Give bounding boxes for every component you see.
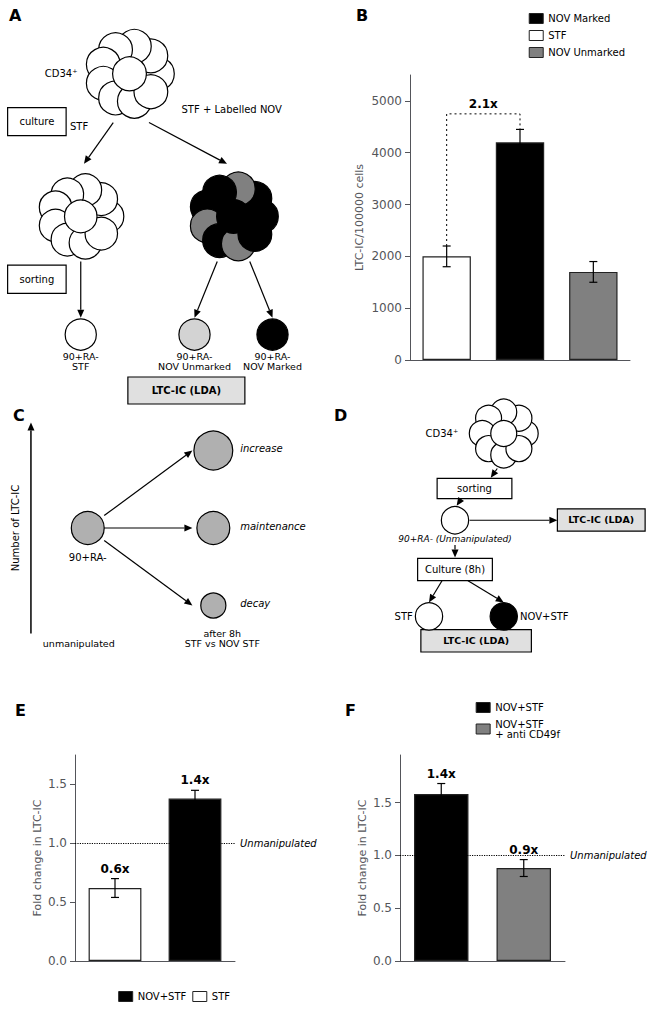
svg-text:NOV+STF: NOV+STF (495, 718, 544, 730)
svg-text:2000: 2000 (371, 249, 402, 263)
svg-text:B: B (356, 6, 368, 25)
svg-text:Unmanipulated: Unmanipulated (240, 838, 317, 849)
svg-text:1.5: 1.5 (373, 796, 392, 810)
svg-text:sorting: sorting (457, 483, 492, 494)
svg-text:1.5: 1.5 (48, 777, 67, 791)
svg-text:F: F (345, 701, 356, 720)
svg-text:STF: STF (548, 30, 566, 41)
svg-text:LTC-IC/100000 cells: LTC-IC/100000 cells (353, 164, 366, 271)
svg-text:sorting: sorting (19, 274, 54, 285)
svg-text:Number of LTC-IC: Number of LTC-IC (10, 485, 21, 571)
svg-text:0.0: 0.0 (373, 954, 392, 968)
svg-text:C: C (13, 406, 25, 425)
svg-text:STF vs NOV STF: STF vs NOV STF (185, 638, 260, 649)
svg-text:NOV+STF: NOV+STF (138, 991, 187, 1002)
svg-text:after 8h: after 8h (203, 628, 242, 640)
svg-text:STF: STF (70, 121, 88, 132)
svg-text:LTC-IC (LDA): LTC-IC (LDA) (568, 514, 634, 525)
svg-text:CD34⁺: CD34⁺ (45, 68, 78, 79)
svg-text:STF: STF (212, 991, 230, 1002)
svg-text:STF: STF (395, 611, 413, 622)
svg-text:unmanipulated: unmanipulated (43, 638, 115, 649)
svg-text:Fold change in LTC-IC: Fold change in LTC-IC (356, 799, 369, 916)
svg-text:LTC-IC (LDA): LTC-IC (LDA) (443, 635, 509, 646)
svg-text:1.4x: 1.4x (427, 767, 456, 781)
svg-text:NOV+STF: NOV+STF (520, 611, 569, 622)
svg-text:90+RA-: 90+RA- (176, 351, 213, 362)
svg-text:Unmanipulated: Unmanipulated (570, 850, 647, 861)
svg-text:1.4x: 1.4x (181, 773, 210, 787)
svg-text:0.6x: 0.6x (101, 862, 130, 876)
svg-text:CD34⁺: CD34⁺ (426, 428, 459, 439)
svg-text:90+RA-: 90+RA- (69, 552, 107, 563)
svg-text:increase: increase (240, 443, 282, 454)
svg-text:4000: 4000 (371, 146, 402, 160)
svg-text:STF + Labelled NOV: STF + Labelled NOV (182, 104, 283, 115)
svg-text:NOV Unmarked: NOV Unmarked (158, 361, 231, 372)
svg-text:NOV Marked: NOV Marked (243, 361, 302, 372)
svg-text:LTC-IC (LDA): LTC-IC (LDA) (152, 385, 221, 396)
svg-text:A: A (9, 6, 22, 25)
svg-text:0: 0 (394, 353, 402, 367)
svg-text:maintenance: maintenance (240, 521, 306, 532)
svg-text:0.0: 0.0 (48, 954, 67, 968)
svg-text:+ anti CD49f: + anti CD49f (495, 729, 560, 740)
svg-text:2.1x: 2.1x (469, 97, 498, 111)
svg-text:90+RA- (Unmanipulated): 90+RA- (Unmanipulated) (398, 534, 512, 544)
svg-text:NOV Unmarked: NOV Unmarked (548, 47, 625, 58)
svg-text:1.0: 1.0 (373, 848, 392, 862)
svg-text:D: D (334, 406, 347, 425)
svg-text:0.9x: 0.9x (509, 843, 538, 857)
svg-text:90+RA-: 90+RA- (62, 351, 99, 362)
svg-text:0.5: 0.5 (373, 901, 392, 915)
svg-text:90+RA-: 90+RA- (254, 351, 291, 362)
svg-text:decay: decay (240, 598, 271, 609)
svg-text:3000: 3000 (371, 198, 402, 212)
svg-text:culture: culture (19, 116, 54, 127)
svg-text:Culture (8h): Culture (8h) (425, 564, 485, 575)
svg-text:STF: STF (72, 361, 89, 372)
svg-text:1.0: 1.0 (48, 836, 67, 850)
svg-text:Fold change in LTC-IC: Fold change in LTC-IC (31, 799, 44, 916)
svg-text:1000: 1000 (371, 301, 402, 315)
svg-text:NOV+STF: NOV+STF (495, 702, 544, 713)
svg-text:E: E (15, 701, 26, 720)
svg-text:0.5: 0.5 (48, 895, 67, 909)
svg-text:5000: 5000 (371, 94, 402, 108)
svg-text:NOV Marked: NOV Marked (548, 13, 610, 24)
